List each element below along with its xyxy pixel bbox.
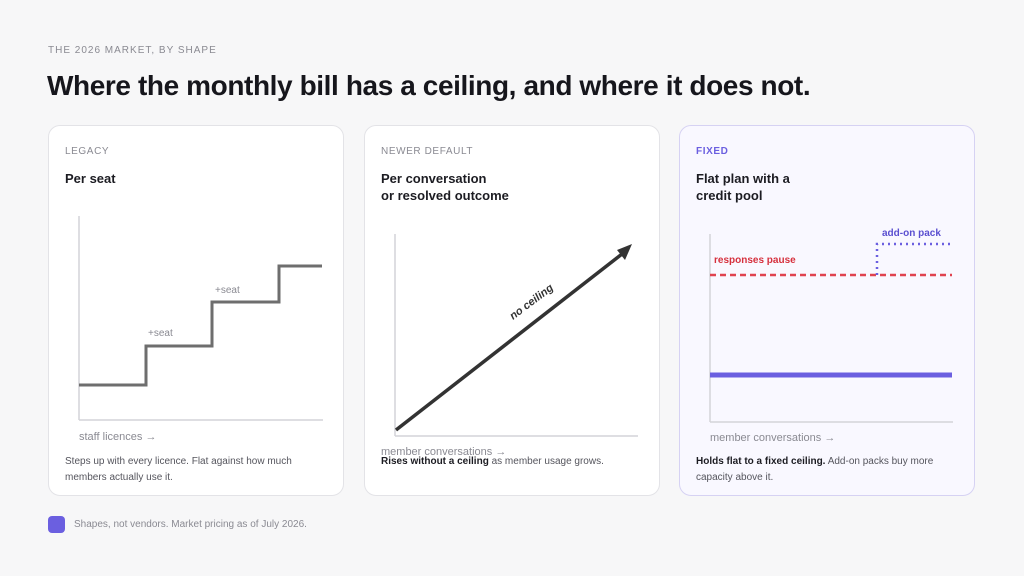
x-axis-label: staff licences →: [79, 431, 156, 443]
eyebrow: THE 2026 MARKET, BY SHAPE: [48, 45, 217, 56]
card-title: Flat plan with a credit pool: [696, 171, 790, 203]
per-seat-diagram: +seat +seat staff licences →: [78, 216, 323, 443]
fixed-plan-diagram: responses pause add-on pack member conve…: [709, 228, 953, 444]
caption-text: Add-on packs buy more capacity above it.: [696, 456, 934, 483]
annotation-seat-2: +seat: [215, 285, 240, 296]
card-per-seat: LEGACY Per seat +seat +seat staff licenc…: [48, 125, 344, 496]
responses-pause-label: responses pause: [714, 255, 796, 266]
step-line: [79, 264, 322, 387]
per-conversation-diagram: no ceiling member conversations →: [381, 234, 638, 456]
add-on-pack-label: add-on pack: [882, 228, 941, 239]
card-caption: Steps up with every licence. Flat agains…: [65, 454, 327, 486]
x-axis-label: member conversations →: [710, 432, 835, 444]
no-ceiling-annotation: no ceiling: [508, 282, 556, 323]
growth-line: [394, 252, 624, 432]
card-kicker: NEWER DEFAULT: [381, 146, 474, 157]
arrow-head: [617, 244, 632, 260]
card-kicker: FIXED: [696, 146, 729, 157]
card-caption: Holds flat to a fixed ceiling. Add-on pa…: [696, 454, 958, 486]
caption-strong: Holds flat to a fixed ceiling.: [696, 456, 826, 467]
x-axis-label: member conversations →: [381, 446, 506, 456]
headline: Where the monthly bill has a ceiling, an…: [47, 70, 811, 101]
card-title: Per conversation or resolved outcome: [381, 171, 509, 203]
card-title: Per seat: [65, 171, 116, 186]
card-caption: Rises without a ceiling as member usage …: [381, 454, 643, 470]
card-kicker: LEGACY: [65, 146, 110, 157]
footnote: Shapes, not vendors. Market pricing as o…: [48, 516, 307, 533]
add-on-pack-line: [875, 242, 952, 275]
caption-strong: Rises without a ceiling: [381, 456, 489, 467]
legend-swatch: [48, 516, 65, 533]
annotation-seat-1: +seat: [148, 328, 173, 339]
caption-text: as member usage grows.: [488, 456, 604, 467]
card-fixed: FIXED Flat plan with a credit pool respo…: [679, 125, 975, 496]
footnote-text: Shapes, not vendors. Market pricing as o…: [74, 519, 307, 530]
card-per-conversation: NEWER DEFAULT Per conversation or resolv…: [364, 125, 660, 496]
caption-text: Steps up with every licence. Flat agains…: [65, 456, 292, 483]
